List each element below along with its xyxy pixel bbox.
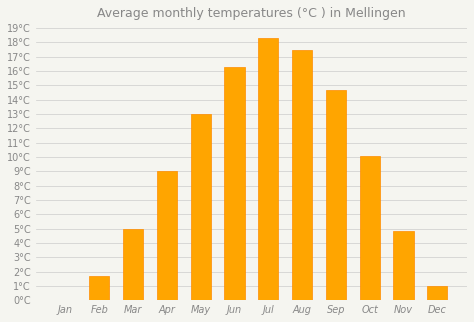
Title: Average monthly temperatures (°C ) in Mellingen: Average monthly temperatures (°C ) in Me… (97, 7, 406, 20)
Bar (224, 67, 245, 300)
Bar (191, 114, 211, 300)
Bar (123, 229, 143, 300)
Bar (427, 286, 447, 300)
Bar (393, 232, 414, 300)
Bar (89, 276, 109, 300)
Bar (157, 171, 177, 300)
Bar (326, 90, 346, 300)
Bar (292, 50, 312, 300)
Bar (258, 38, 278, 300)
Bar (360, 156, 380, 300)
